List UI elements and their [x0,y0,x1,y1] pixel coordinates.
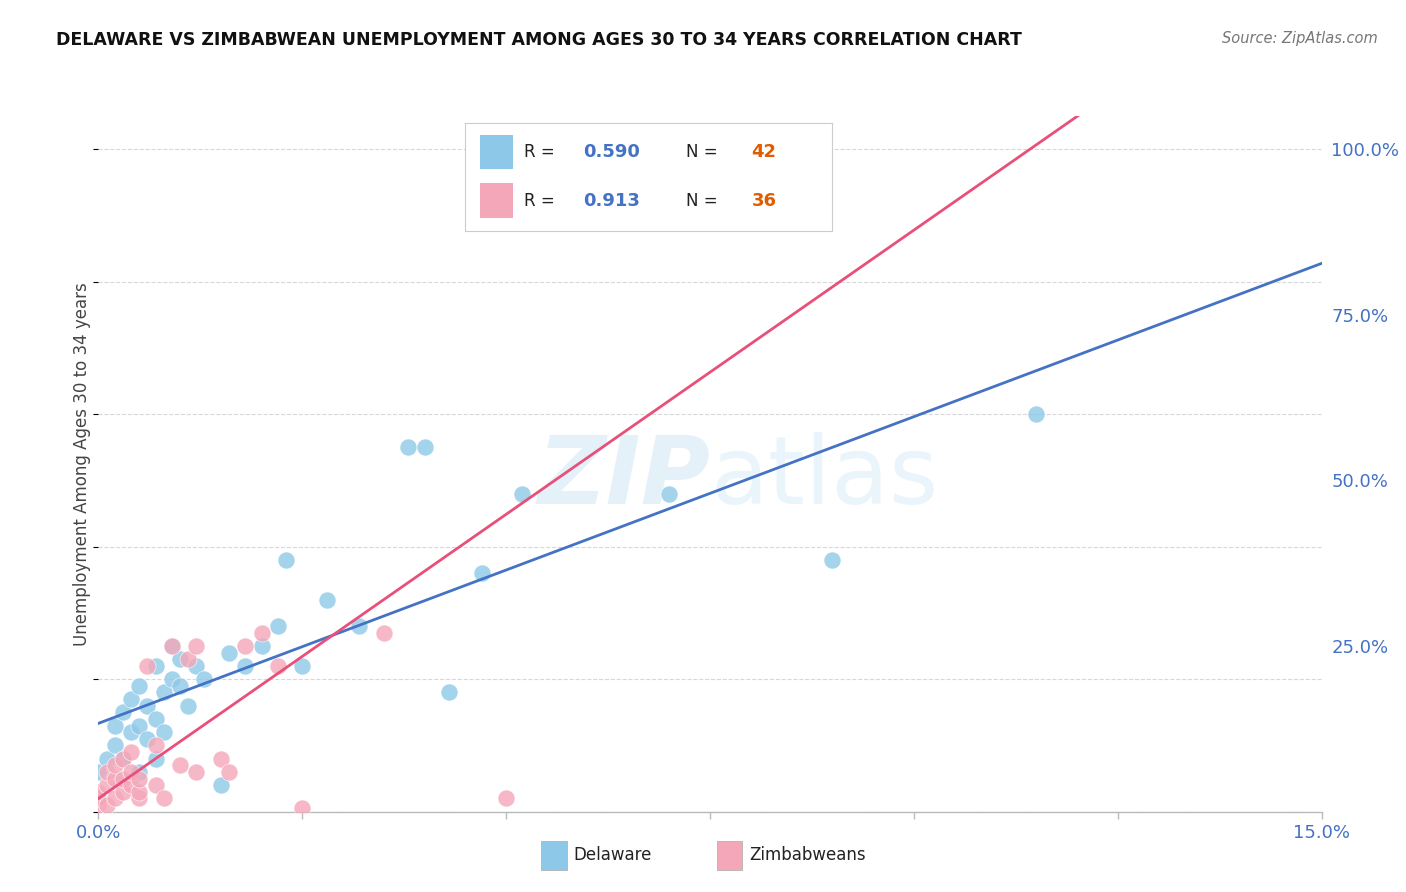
Point [87,791,110,805]
Point [145,659,167,673]
Point [291,659,314,673]
Point [128,785,150,799]
Point [209,752,232,766]
Point [104,739,127,753]
Point [145,752,167,766]
Point [145,739,167,753]
Point [658,486,681,500]
Text: atlas: atlas [710,432,938,524]
Point [111,752,134,766]
Point [120,692,142,706]
Point [218,764,240,779]
Point [111,752,134,766]
Point [96,764,118,779]
Point [104,791,127,805]
Point [413,440,436,454]
Point [699,142,721,156]
Point [128,718,150,732]
Point [96,798,118,813]
Point [267,659,290,673]
Point [512,486,534,500]
Point [120,764,142,779]
Point [128,679,150,693]
Point [96,752,118,766]
Point [169,652,191,666]
Point [437,685,460,699]
Point [291,801,314,815]
Point [111,772,134,786]
Point [87,798,110,813]
Point [152,685,174,699]
Point [250,639,273,653]
Point [169,679,191,693]
Point [471,566,494,581]
Point [111,706,134,720]
Text: DELAWARE VS ZIMBABWEAN UNEMPLOYMENT AMONG AGES 30 TO 34 YEARS CORRELATION CHART: DELAWARE VS ZIMBABWEAN UNEMPLOYMENT AMON… [56,31,1022,49]
Point [104,718,127,732]
Point [128,791,150,805]
Point [145,712,167,726]
Text: Delaware: Delaware [574,847,652,864]
Point [373,625,395,640]
Point [104,758,127,772]
Point [267,619,290,633]
Y-axis label: Unemployment Among Ages 30 to 34 years: Unemployment Among Ages 30 to 34 years [73,282,91,646]
Point [87,764,110,779]
Point [396,440,419,454]
Point [160,639,183,653]
Point [87,785,110,799]
Point [136,659,159,673]
Point [152,791,174,805]
Point [104,772,127,786]
Point [315,592,337,607]
Point [495,791,517,805]
Point [209,778,232,792]
Point [128,764,150,779]
Point [120,745,142,759]
Point [160,639,183,653]
Text: ZIP: ZIP [537,432,710,524]
Point [218,646,240,660]
Point [1025,407,1047,421]
Point [349,619,371,633]
Point [233,659,256,673]
Point [136,698,159,713]
Point [186,639,208,653]
Point [274,553,297,567]
Text: Source: ZipAtlas.com: Source: ZipAtlas.com [1222,31,1378,46]
Point [120,725,142,739]
Text: Zimbabweans: Zimbabweans [749,847,866,864]
Point [250,625,273,640]
Point [136,731,159,746]
Point [145,778,167,792]
Point [821,553,844,567]
Point [169,758,191,772]
Point [152,725,174,739]
Point [160,672,183,686]
Point [177,652,200,666]
Point [233,639,256,653]
Point [186,764,208,779]
Point [193,672,215,686]
Point [177,698,200,713]
Point [186,659,208,673]
Point [111,785,134,799]
Point [96,778,118,792]
Point [128,772,150,786]
Point [120,778,142,792]
